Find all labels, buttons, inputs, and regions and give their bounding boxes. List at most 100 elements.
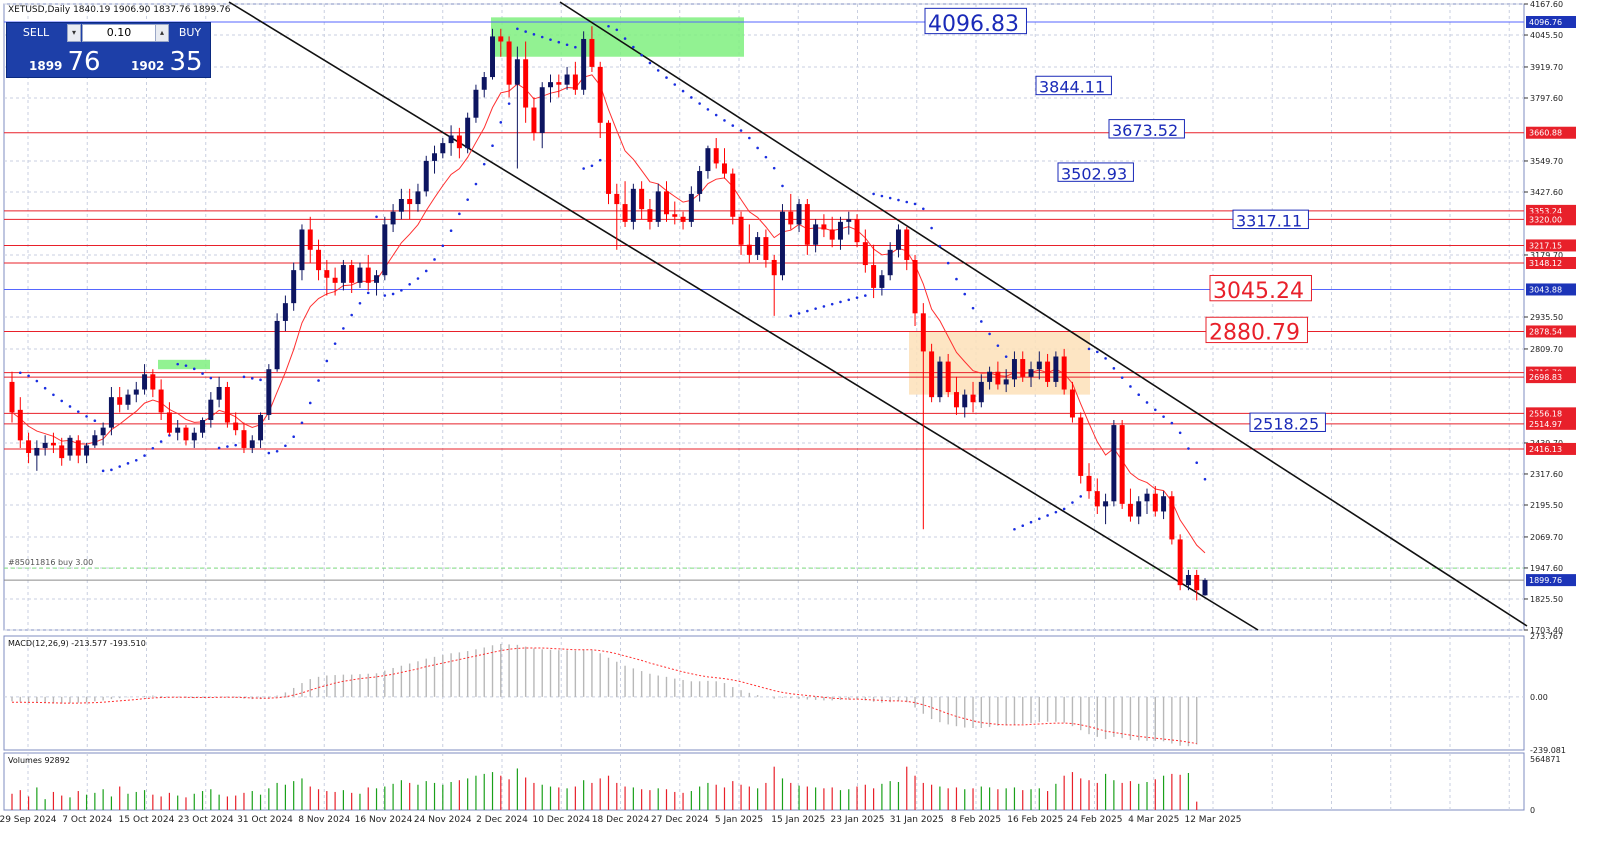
candle-body [738,216,744,245]
macd-title: MACD(12,26,9) -213.577 -193.510 [8,639,146,648]
candle-body [1152,493,1158,512]
candle-body [755,237,761,255]
price-badge [1526,442,1576,455]
sar-dot [648,61,652,65]
sar-dot [557,40,561,44]
candle-body [1069,389,1075,418]
sar-dot [1095,350,1099,354]
candle-body [324,270,330,278]
sar-dot [184,364,188,367]
candle-body [473,89,479,118]
sar-dot [582,167,585,170]
sar-dot [176,362,179,366]
candle-body [597,66,603,123]
sar-dot [1120,376,1124,379]
candle-body [655,191,661,222]
sar-dot [524,30,527,33]
y-tick-label: 2809.70 [1530,345,1563,354]
candle-body [987,371,993,382]
candle-body [349,265,355,283]
sar-dot [433,258,436,261]
sar-dot [897,198,900,202]
sar-dot [201,372,204,375]
sar-dot [830,302,834,306]
x-tick-label: 23 Jan 2025 [831,815,885,825]
sar-dot [93,419,97,423]
sar-dot [491,144,494,148]
candle-body [1177,539,1183,586]
sell-button[interactable]: SELL [22,26,50,39]
x-tick-label: 4 Mar 2025 [1128,815,1179,825]
candle-body [216,386,222,400]
sar-dot [764,155,768,159]
candle-body [929,351,935,398]
sar-dot [400,289,403,292]
macd-y-tick-label: -239.081 [1530,746,1566,755]
candle-body [1136,501,1142,517]
candle-body [895,229,901,250]
sar-dot [1046,514,1049,517]
candle-body [34,447,40,456]
candle-body [564,74,570,85]
y-tick-label: 1703.40 [1530,626,1563,635]
candle-body [158,389,164,413]
lot-decrease-icon[interactable]: ▾ [67,24,81,42]
x-tick-label: 24 Feb 2025 [1066,815,1122,825]
candle-body [920,313,926,352]
sar-dot [333,342,337,345]
y-tick-label: 2069.70 [1530,533,1563,542]
sell-price[interactable]: 1899 76 [29,47,101,77]
candle-body [854,219,860,243]
price-badge-label: 1899.76 [1529,576,1562,585]
x-tick-label: 8 Nov 2024 [298,815,350,825]
price-badge [1526,407,1576,420]
level-label: 4096.83 [928,12,1019,37]
sar-dot [880,194,884,198]
x-tick-label: 16 Feb 2025 [1007,815,1063,825]
sar-dot [574,45,577,49]
sar-dot [217,446,221,450]
sar-dot [292,435,295,439]
lot-size-input[interactable]: 0.10 [82,24,156,42]
sar-dot [532,33,536,36]
sar-dot [342,327,345,330]
sar-dot [250,377,254,380]
sar-dot [308,401,312,405]
channel-lower-line [559,1,1528,627]
sar-dot [1137,393,1141,397]
sar-dot [474,182,478,186]
sar-dot [888,196,892,200]
level-label-box [1209,274,1312,302]
buy-price[interactable]: 1902 35 [131,47,203,77]
candle-body [357,267,363,283]
candle-body [788,211,794,225]
price-badge-label: 2878.54 [1529,327,1562,336]
sar-dot [938,244,942,248]
sar-dot [110,468,113,472]
sar-dot [756,146,759,150]
sar-dot [1029,520,1033,524]
sar-dot [159,440,163,443]
candle-body [953,392,959,408]
sar-dot [1195,461,1199,465]
candle-body [630,188,636,222]
macd-y-tick-label: 0.00 [1530,693,1548,702]
lot-increase-icon[interactable]: ▴ [155,24,169,42]
candle-body [730,173,736,217]
x-tick-label: 7 Oct 2024 [62,815,112,825]
candle-body [108,397,114,428]
candle-body [490,36,495,78]
buy-button[interactable]: BUY [178,26,202,39]
x-tick-label: 31 Jan 2025 [890,815,944,825]
chart-header: XETUSD,Daily 1840.19 1906.90 1837.76 189… [8,5,231,15]
candle-body [456,135,462,149]
sar-dot [76,410,80,413]
sar-dot [864,294,867,297]
x-tick-label: 5 Jan 2025 [715,815,763,825]
level-label: 2880.79 [1209,321,1300,346]
sar-dot [507,102,511,105]
sar-dot [267,451,271,455]
sar-dot [317,379,320,382]
sar-dot [598,158,602,162]
